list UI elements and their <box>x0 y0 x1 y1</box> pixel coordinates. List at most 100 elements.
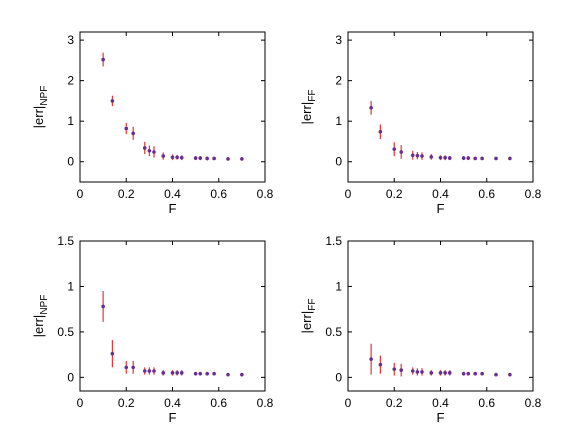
data-point <box>131 365 135 370</box>
data-point <box>147 148 152 153</box>
y-tick-label: 0 <box>67 370 74 384</box>
data-point <box>508 156 512 161</box>
data-point <box>410 369 415 373</box>
data-point <box>420 154 424 158</box>
panel-top-left: 0 0.2 0.4 0.6 0.8 0 1 2 3 F |err|NPF <box>31 31 274 216</box>
data-point <box>399 368 403 372</box>
data-point <box>212 156 216 161</box>
data-point <box>461 371 466 376</box>
y-tick-labels: 0 1 2 3 <box>335 33 342 169</box>
data-point <box>466 156 471 160</box>
data-point <box>124 365 129 370</box>
x-tick-label: 0.2 <box>386 396 403 410</box>
data-point <box>443 155 447 160</box>
data-point <box>147 369 152 373</box>
data-point <box>142 146 147 150</box>
data-point <box>392 147 397 151</box>
data-point <box>170 155 175 160</box>
y-tick-label: 3 <box>67 33 74 47</box>
data-point <box>378 362 383 367</box>
data-point <box>110 351 115 356</box>
data-point <box>369 106 373 110</box>
y-tick-label: 1 <box>335 114 342 128</box>
data-point <box>175 371 179 375</box>
data-point <box>447 156 452 160</box>
data-point <box>152 369 156 373</box>
data-point <box>480 156 484 161</box>
x-tick-labels: 0 0.2 0.4 0.6 0.8 <box>345 187 542 201</box>
y-tick-label: 0 <box>67 155 74 169</box>
data-point <box>101 304 105 309</box>
data-point <box>124 126 129 131</box>
x-tick-label: 0.4 <box>164 396 181 410</box>
data-point <box>494 156 498 161</box>
data-point <box>443 371 447 375</box>
data-point <box>205 371 209 376</box>
data-point <box>369 357 373 361</box>
x-tick-labels: 0 0.2 0.4 0.6 0.8 <box>77 396 274 410</box>
data-point <box>179 371 184 375</box>
data-point <box>205 156 209 161</box>
y-axis-label: |err|FF <box>299 90 318 125</box>
x-tick-labels: 0 0.2 0.4 0.6 0.8 <box>77 187 274 201</box>
data-point <box>152 150 156 154</box>
y-tick-label: 0 <box>335 155 342 169</box>
y-tick-label: 1 <box>67 114 74 128</box>
data-point <box>226 157 230 161</box>
panel-bottom-left: 0 0.2 0.4 0.6 0.8 0 0.5 1 1.5 F |err|NPF <box>31 234 274 425</box>
data-points <box>101 52 244 161</box>
y-tick-label: 0.5 <box>57 325 74 339</box>
x-tick-label: 0.2 <box>386 187 403 201</box>
data-point <box>473 371 477 376</box>
panel-top-right: 0 0.2 0.4 0.6 0.8 0 1 2 3 F |err|FF <box>299 31 542 216</box>
data-point <box>415 370 420 374</box>
x-tick-label: 0 <box>77 396 84 410</box>
data-point <box>438 371 443 375</box>
x-tick-label: 0.6 <box>478 187 495 201</box>
data-point <box>480 371 484 376</box>
data-point <box>415 153 420 158</box>
data-point <box>161 371 166 375</box>
data-point <box>198 371 203 376</box>
data-point <box>473 156 477 161</box>
x-tick-label: 0.6 <box>478 396 495 410</box>
data-point <box>240 372 244 377</box>
y-tick-label: 2 <box>67 74 74 88</box>
x-tick-label: 0.6 <box>210 187 227 201</box>
data-points <box>101 291 244 377</box>
x-tick-label: 0.2 <box>118 187 135 201</box>
data-point <box>198 156 203 160</box>
plot-frame <box>347 240 534 392</box>
y-tick-labels: 0 1 2 3 <box>67 33 74 169</box>
x-tick-label: 0.4 <box>432 396 449 410</box>
data-point <box>410 153 415 158</box>
y-tick-label: 0.5 <box>325 325 342 339</box>
data-point <box>170 371 175 375</box>
x-tick-label: 0 <box>345 187 352 201</box>
data-point <box>508 372 512 377</box>
data-point <box>175 155 179 160</box>
x-tick-label: 0.4 <box>164 187 181 201</box>
y-tick-label: 1.5 <box>325 234 342 248</box>
data-point <box>226 372 230 377</box>
x-tick-label: 0.6 <box>210 396 227 410</box>
x-axis-label: F <box>437 410 445 425</box>
data-point <box>193 371 198 376</box>
data-point <box>420 370 424 374</box>
data-point <box>429 371 434 375</box>
x-axis-label: F <box>437 201 445 216</box>
x-tick-label: 0.8 <box>525 396 542 410</box>
data-point <box>161 154 166 158</box>
axis-ticks <box>79 240 266 391</box>
y-tick-label: 1.5 <box>57 234 74 248</box>
x-tick-label: 0.8 <box>525 187 542 201</box>
x-tick-label: 0 <box>77 187 84 201</box>
y-axis-label: |err|FF <box>299 299 318 334</box>
x-tick-label: 0 <box>345 396 352 410</box>
y-tick-label: 1 <box>335 279 342 293</box>
y-tick-labels: 0 0.5 1 1.5 <box>325 234 342 384</box>
y-tick-labels: 0 0.5 1 1.5 <box>57 234 74 384</box>
data-point <box>110 99 115 103</box>
data-point <box>399 150 403 154</box>
plot-frame <box>79 240 266 392</box>
